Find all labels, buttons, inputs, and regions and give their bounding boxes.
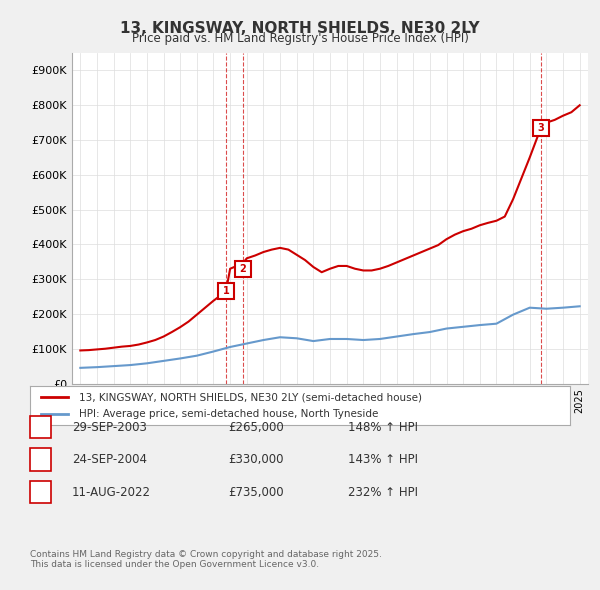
Text: 13, KINGSWAY, NORTH SHIELDS, NE30 2LY (semi-detached house): 13, KINGSWAY, NORTH SHIELDS, NE30 2LY (s… — [79, 392, 422, 402]
Text: 143% ↑ HPI: 143% ↑ HPI — [348, 453, 418, 466]
Text: 3: 3 — [538, 123, 544, 133]
Text: 11-AUG-2022: 11-AUG-2022 — [72, 486, 151, 499]
Text: 24-SEP-2004: 24-SEP-2004 — [72, 453, 147, 466]
Text: Price paid vs. HM Land Registry's House Price Index (HPI): Price paid vs. HM Land Registry's House … — [131, 32, 469, 45]
Text: 29-SEP-2003: 29-SEP-2003 — [72, 421, 147, 434]
Text: 3: 3 — [37, 487, 44, 497]
Text: 148% ↑ HPI: 148% ↑ HPI — [348, 421, 418, 434]
Text: 1: 1 — [37, 422, 44, 432]
Text: Contains HM Land Registry data © Crown copyright and database right 2025.
This d: Contains HM Land Registry data © Crown c… — [30, 550, 382, 569]
Text: HPI: Average price, semi-detached house, North Tyneside: HPI: Average price, semi-detached house,… — [79, 409, 378, 419]
Text: £265,000: £265,000 — [228, 421, 284, 434]
Text: £330,000: £330,000 — [228, 453, 284, 466]
Text: 232% ↑ HPI: 232% ↑ HPI — [348, 486, 418, 499]
Text: 13, KINGSWAY, NORTH SHIELDS, NE30 2LY: 13, KINGSWAY, NORTH SHIELDS, NE30 2LY — [120, 21, 480, 35]
Text: 2: 2 — [37, 455, 44, 464]
Text: 2: 2 — [239, 264, 246, 274]
Text: 1: 1 — [223, 286, 229, 296]
Text: £735,000: £735,000 — [228, 486, 284, 499]
